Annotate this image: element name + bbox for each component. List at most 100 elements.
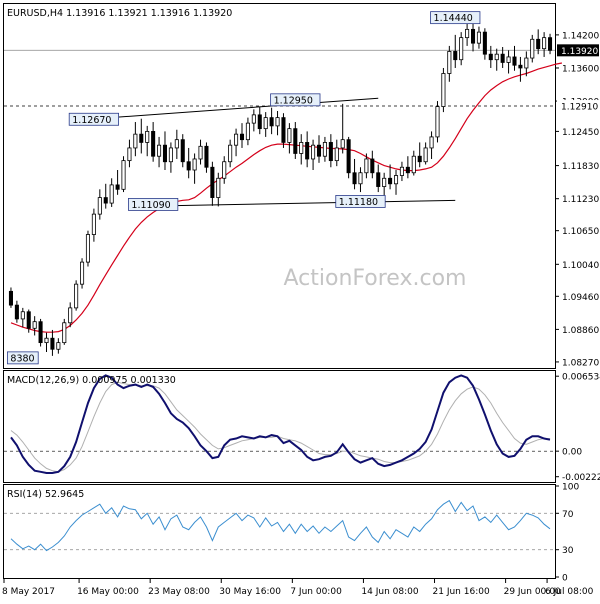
candle-body [145, 130, 150, 143]
candle-body [542, 37, 547, 50]
candle [470, 23, 476, 52]
candle-body [14, 304, 19, 320]
candle-body [287, 128, 292, 143]
candle-body [44, 337, 49, 344]
candle [476, 26, 481, 49]
candle [245, 117, 250, 146]
macd-line [10, 374, 551, 474]
candle-body [399, 166, 404, 176]
rsi-axis: 100 70 30 0 [555, 483, 579, 584]
candle [453, 34, 458, 68]
candle [44, 332, 49, 353]
candle-body [494, 53, 499, 61]
candle [530, 34, 535, 63]
candle-body [352, 172, 357, 185]
candle [441, 67, 446, 113]
macd-signal-line [10, 381, 550, 473]
time-tick-label: 30 May 16:00 [219, 587, 281, 597]
candle-body [251, 114, 256, 124]
price-axis: 1.142001.136001.130001.124501.118301.112… [555, 31, 599, 368]
candle-body [453, 51, 458, 61]
time-tick-label: 29 Jun 00:00 [504, 587, 561, 597]
candle [8, 287, 13, 308]
rsi-panel-frame [3, 484, 556, 579]
moving-average-layer [10, 62, 563, 333]
candle [536, 29, 541, 55]
macd-panel-frame [3, 370, 556, 483]
candle-body [405, 166, 410, 174]
candle-body [393, 175, 399, 185]
candle [494, 48, 499, 71]
annotation-box [128, 198, 179, 211]
candle [174, 129, 179, 159]
candle [216, 172, 221, 207]
candle-body [121, 160, 126, 190]
candle-body [435, 106, 440, 138]
candle-body [328, 142, 333, 162]
candle-body [411, 155, 416, 174]
candle [20, 307, 25, 328]
time-tick-label: 8 May 2017 [2, 587, 55, 597]
macd-tick-label: -0.002226 [562, 473, 600, 483]
candle [121, 156, 126, 193]
candle [524, 51, 529, 77]
candle-body [210, 166, 215, 198]
candle [234, 128, 239, 157]
candle-body [482, 31, 487, 55]
candle-body [447, 51, 452, 74]
candle [417, 142, 422, 168]
candle [139, 118, 144, 154]
candle [328, 134, 333, 168]
candle-body [316, 144, 322, 157]
candle [376, 164, 381, 193]
candle [512, 45, 517, 71]
candle-body [228, 144, 233, 163]
rsi-tick-label: 100 [562, 483, 579, 493]
candle [97, 189, 102, 220]
candle-body [370, 158, 375, 174]
candle-body [198, 145, 203, 160]
candle-body [139, 133, 144, 143]
candle-body [32, 321, 37, 329]
candle-body [340, 139, 345, 149]
candle [429, 131, 434, 159]
price-tick-label: 1.12450 [562, 128, 599, 138]
watermark-text: ActionForex.com [284, 266, 467, 291]
candle-body [80, 261, 85, 285]
candle-body [26, 311, 31, 329]
support-level-label: 1.12910 [561, 103, 598, 113]
candle [186, 147, 191, 179]
candle [305, 131, 310, 168]
candle-body [234, 133, 239, 146]
candle-body [500, 53, 505, 63]
candle [269, 107, 274, 135]
candle [393, 170, 399, 195]
candle [145, 125, 150, 157]
candle [168, 142, 173, 173]
candle-body [133, 133, 138, 149]
candle-body [180, 139, 185, 163]
candle [423, 142, 428, 165]
candle-body [441, 73, 446, 107]
rsi-tick-label: 70 [562, 510, 574, 520]
candle-body [157, 144, 162, 157]
candle [228, 139, 233, 168]
macd-layer [4, 374, 555, 474]
candle [85, 230, 91, 267]
rsi-line [10, 499, 551, 552]
candle-body [548, 37, 553, 51]
candle-body [20, 311, 25, 320]
price-tick-label: 1.11230 [562, 195, 599, 205]
candle [405, 156, 410, 179]
candle-body [192, 158, 197, 171]
candle-body [263, 117, 268, 130]
candle [482, 28, 487, 60]
time-tick-label: 16 May 00:00 [77, 587, 139, 597]
candle [399, 161, 404, 182]
candle [91, 208, 96, 242]
candle [340, 103, 345, 154]
candle-body [376, 172, 381, 187]
price-panel-frame [3, 3, 556, 369]
price-tick-label: 1.13600 [562, 64, 599, 74]
